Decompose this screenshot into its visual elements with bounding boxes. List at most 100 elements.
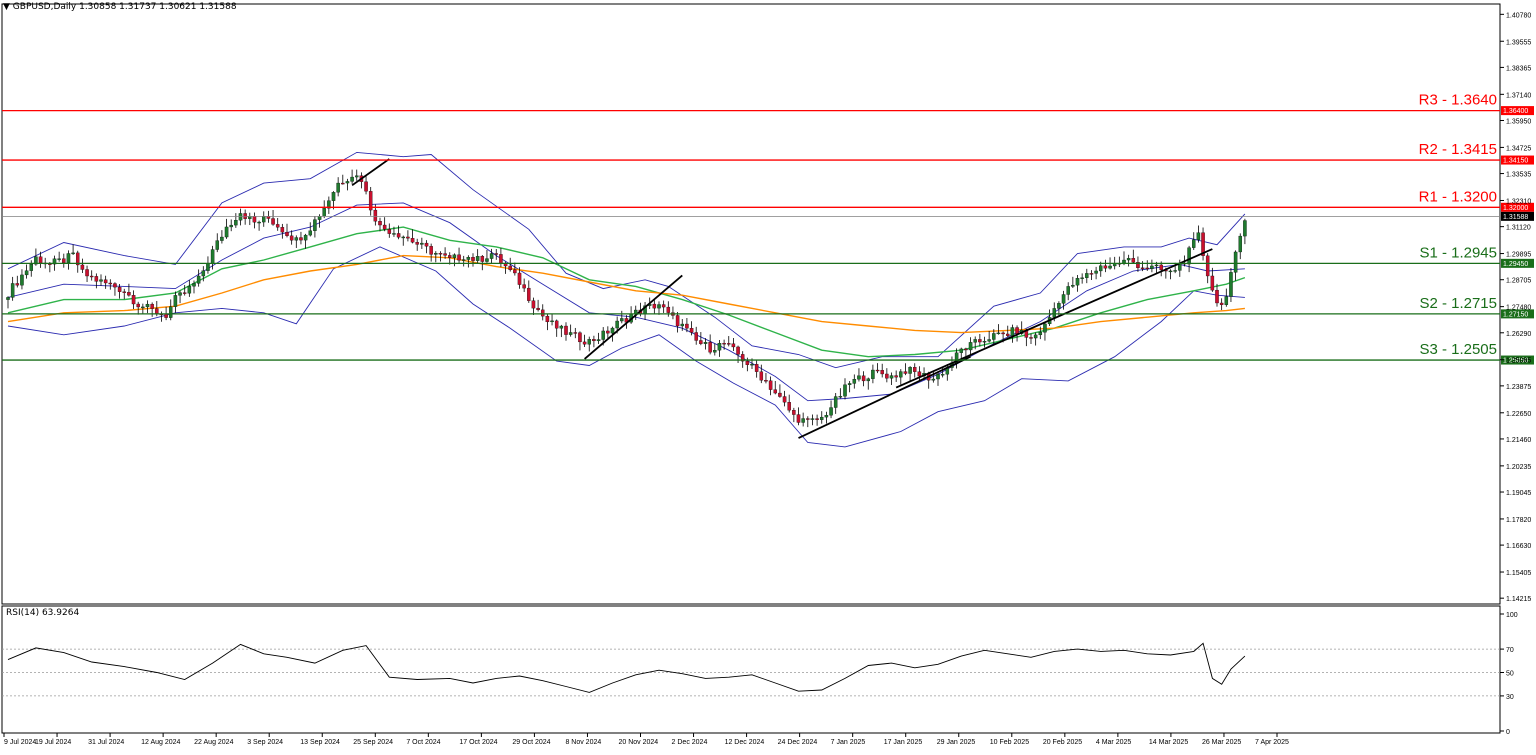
moving-average-fast-line [7,226,1246,358]
bull-candle [657,304,661,309]
price-tick-label: 1.40780 [1506,12,1531,19]
price-tick-label: 1.15405 [1506,570,1531,577]
bull-candle [145,303,150,308]
bear-candle [531,300,536,309]
bear-candle [1159,264,1163,271]
bear-candle [1136,262,1140,268]
bull-candle [420,242,424,245]
rsi-tick-label: 50 [1506,671,1514,678]
bull-candle [196,275,201,284]
bear-candle [1205,255,1210,277]
level-price-tag-text: 1.36400 [1503,108,1528,115]
price-tick-label: 1.38365 [1506,65,1531,72]
bear-candle [127,292,131,296]
bear-candle [815,418,819,420]
bear-candle [699,340,703,344]
bear-candle [364,181,368,192]
bear-candle [675,315,680,327]
bull-candle [889,375,894,379]
bull-candle [466,257,471,260]
bear-candle [545,315,550,323]
bull-candle [345,181,350,184]
bear-candle [1131,258,1136,263]
bear-candle [541,309,545,317]
bull-candle [461,259,466,261]
bear-candle [280,227,285,233]
bear-candle [536,307,540,311]
bear-candle [796,414,801,423]
date-tick-label: 7 Oct 2024 [406,739,440,746]
bear-candle [117,286,122,292]
bear-candle [429,246,433,255]
bull-candle [750,363,754,366]
bear-candle [415,242,419,245]
bull-candle [1168,270,1173,273]
level-price-tag [1501,106,1534,116]
bull-candle [192,283,196,287]
bull-candle [1224,296,1229,305]
level-label: S3 - 1.2505 [1419,341,1497,358]
rsi-tick-label: 0 [1506,729,1510,736]
bull-candle [968,342,973,351]
date-tick-label: 7 Apr 2025 [1255,739,1289,746]
rsi-tick-label: 100 [1506,612,1518,619]
bull-candle [1192,239,1196,248]
bull-candle [327,200,331,209]
bear-candle [155,308,159,315]
symbol-header: ▼ GBPUSD,Daily 1.30858 1.31737 1.30621 1… [3,2,237,12]
bull-candle [843,384,847,397]
bull-candle [331,192,336,201]
bear-candle [252,216,257,223]
price-panel-border [1,3,1501,605]
bear-candle [471,257,475,261]
date-tick-label: 20 Feb 2025 [1043,739,1082,746]
bull-candle [829,407,833,416]
bear-candle [131,295,136,305]
date-tick-label: 9 Jul 2024 [4,739,36,746]
bear-candle [406,236,410,239]
bull-candle [1052,308,1057,318]
trendline [798,355,971,439]
date-tick-label: 12 Aug 2024 [141,739,180,746]
bull-candle [71,252,75,255]
bear-candle [708,342,712,353]
bull-candle [1033,334,1038,339]
rsi-line [7,642,1246,693]
collapse-arrow-icon[interactable]: ▼ [3,2,10,12]
bear-candle [685,323,689,329]
bull-candle [1075,278,1080,286]
bull-candle [1057,303,1061,309]
bear-candle [722,343,726,345]
bear-candle [759,371,764,381]
bollinger-middle-line [7,202,1245,402]
bull-candle [6,297,10,300]
bull-candle [354,175,359,178]
bear-candle [122,291,127,293]
bull-candle [234,220,238,226]
bull-candle [1094,270,1098,274]
bull-candle [238,213,243,221]
bull-candle [596,339,601,342]
bull-candle [173,295,178,307]
bull-candle [401,236,405,239]
bull-candle [713,350,717,353]
bull-candle [857,375,861,380]
bear-candle [689,328,694,333]
bull-candle [489,253,494,259]
bull-candle [973,339,977,343]
level-price-tag [1501,355,1534,365]
bull-candle [220,236,224,241]
bear-candle [740,354,745,362]
bull-candle [52,258,57,265]
bear-candle [299,237,303,241]
bear-candle [782,396,787,403]
bear-candle [694,332,698,341]
bear-candle [861,375,866,382]
bull-candle [601,330,605,340]
chart-frame [1,3,1501,734]
date-tick-label: 19 Jul 2024 [35,739,71,746]
bear-candle [554,320,559,329]
bull-candle [871,369,875,379]
